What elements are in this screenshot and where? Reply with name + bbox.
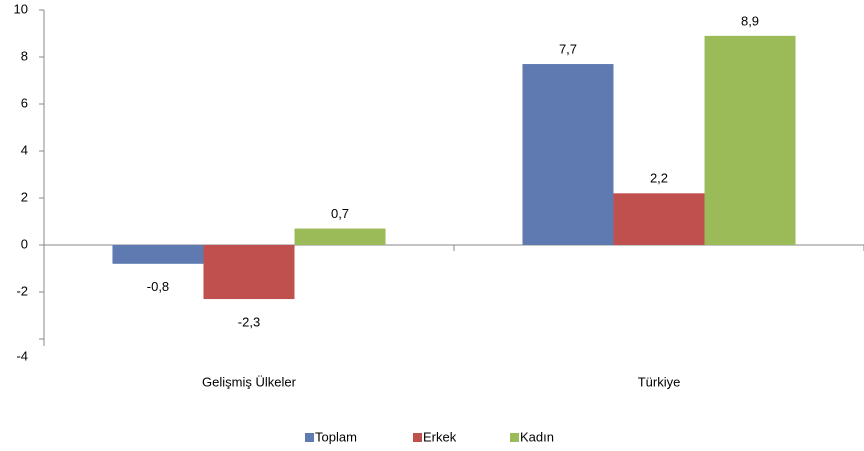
bar <box>704 35 796 245</box>
value-label: 2,2 <box>650 171 668 186</box>
legend-label: Toplam <box>315 429 357 444</box>
y-tick-label: 10 <box>14 1 28 16</box>
bar <box>203 245 295 300</box>
value-label: 8,9 <box>741 13 759 28</box>
y-tick-label: -4 <box>16 348 28 363</box>
value-label: -2,3 <box>238 314 260 329</box>
x-tick-label: Gelişmiş Ülkeler <box>202 374 297 389</box>
x-tick-label: Türkiye <box>638 374 681 389</box>
bar <box>522 64 614 245</box>
y-tick-label: 8 <box>21 48 28 63</box>
y-tick-label: 2 <box>21 189 28 204</box>
bar <box>613 193 705 245</box>
value-label: -0,8 <box>147 279 169 294</box>
legend-swatch <box>510 433 519 442</box>
y-tick-label: 0 <box>21 236 28 251</box>
value-label: 7,7 <box>559 41 577 56</box>
y-tick-label: 6 <box>21 95 28 110</box>
y-tick-label: -2 <box>16 283 28 298</box>
bar <box>112 245 204 264</box>
value-label: 0,7 <box>331 206 349 221</box>
legend-label: Erkek <box>423 429 457 444</box>
legend-swatch <box>413 433 422 442</box>
y-tick-label: 4 <box>21 142 28 157</box>
legend-swatch <box>305 433 314 442</box>
legend-label: Kadın <box>520 429 554 444</box>
bar <box>294 228 386 245</box>
